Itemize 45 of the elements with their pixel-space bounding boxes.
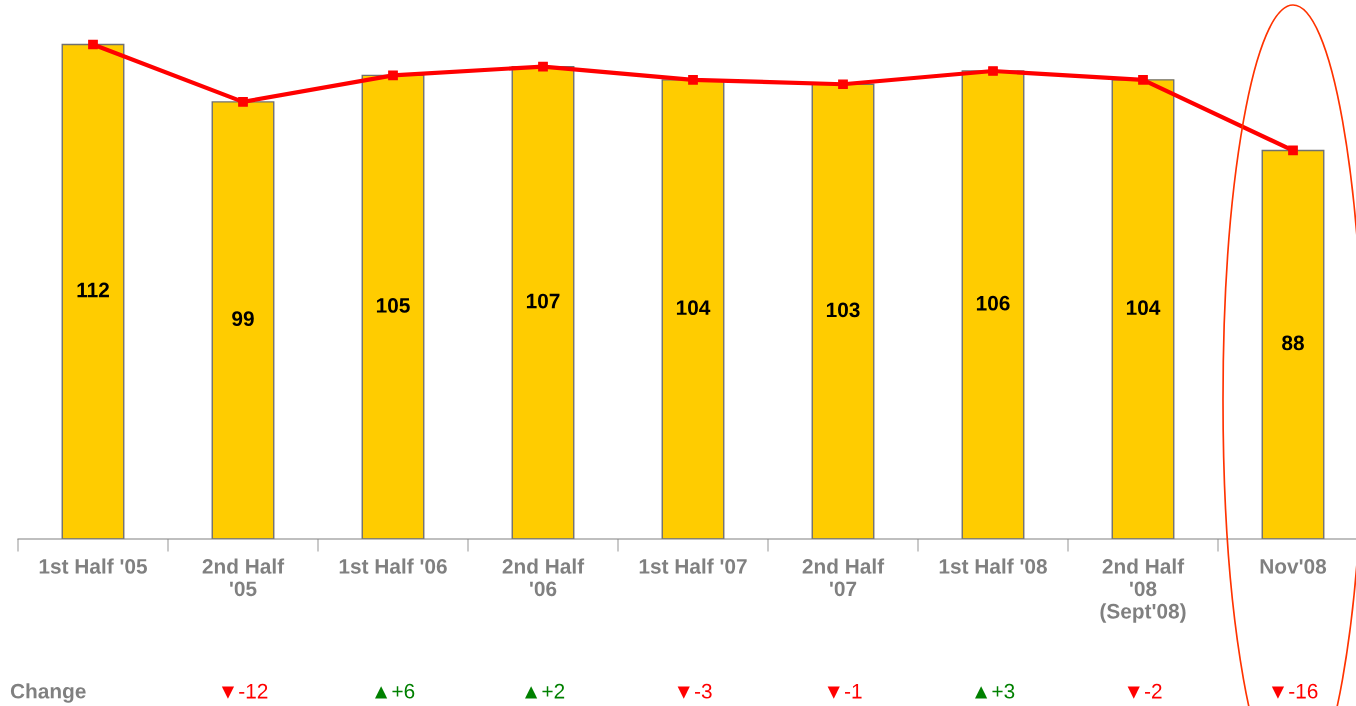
point <box>88 39 98 50</box>
data-label: 107 <box>526 293 560 309</box>
data-label: 99 <box>232 311 254 327</box>
bar <box>1261 149 1325 539</box>
bar <box>961 70 1025 539</box>
text: ▲+3 <box>975 683 1015 699</box>
bar <box>811 83 875 539</box>
point <box>388 70 398 81</box>
data-label: 104 <box>1126 300 1161 316</box>
point <box>688 74 698 85</box>
bar <box>61 43 125 539</box>
text: ▲+6 <box>375 683 415 699</box>
point <box>1138 74 1148 85</box>
text: ▼-12 <box>221 683 268 699</box>
point <box>538 61 548 72</box>
text: ▼-16 <box>1271 683 1318 699</box>
x-tick-label: Nov'08 <box>1260 558 1327 574</box>
x-tick-label: 2nd Half '06 <box>502 558 585 597</box>
text: ▼-1 <box>827 684 862 699</box>
point <box>1288 145 1298 156</box>
x-tick-label: 1st Half '07 <box>639 558 747 574</box>
data-label: 104 <box>676 300 711 316</box>
text: ▼-3 <box>677 683 712 699</box>
x-tick-label: 1st Half '08 <box>939 558 1047 574</box>
data-label: 112 <box>77 282 109 298</box>
x-tick-label: 2nd Half '07 <box>802 558 885 597</box>
bar <box>1111 79 1175 539</box>
bar <box>511 65 575 539</box>
point <box>838 79 848 90</box>
bar <box>211 101 275 539</box>
data-label: 88 <box>1282 335 1304 351</box>
bar <box>661 79 725 539</box>
data-label: 103 <box>826 302 860 318</box>
x-tick-label: 1st Half '06 <box>339 558 447 574</box>
text: ▲+2 <box>525 683 565 699</box>
x-tick-label: 1st Half '05 <box>39 558 148 574</box>
point <box>238 97 248 107</box>
text: ▼-2 <box>1127 683 1162 699</box>
point <box>988 66 998 76</box>
x-tick-label: 2nd Half '05 <box>202 558 285 597</box>
data-label: 105 <box>376 298 410 313</box>
bar <box>361 74 425 539</box>
x-tick-label: 2nd Half '08 (Sept'08) <box>1100 558 1186 623</box>
data-label: 106 <box>976 295 1010 311</box>
text: Change <box>10 683 86 703</box>
